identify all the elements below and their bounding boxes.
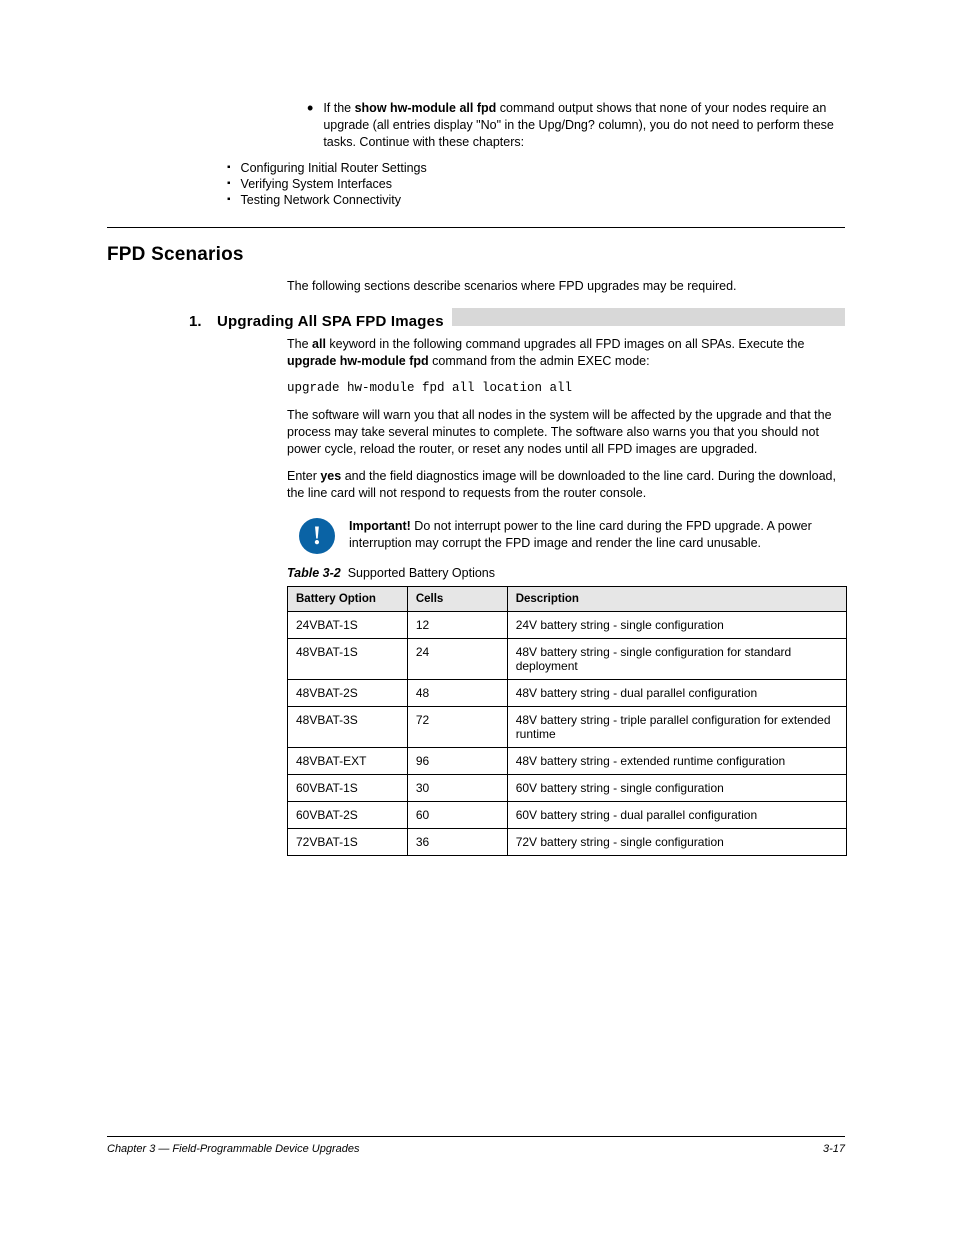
important-icon: ! (299, 518, 335, 554)
scenario-para-1: The all keyword in the following command… (287, 336, 845, 370)
p3-suffix: and the field diagnostics image will be … (287, 469, 836, 500)
intro-text: If the show hw-module all fpd command ou… (323, 100, 845, 151)
scenario-para-2: The software will warn you that all node… (287, 407, 845, 458)
scenario-number: 1. (189, 313, 211, 330)
col-header: Description (507, 587, 846, 612)
cell: 48 (407, 680, 507, 707)
caption-text: Supported Battery Options (348, 566, 495, 580)
section-rule (107, 227, 845, 228)
cell: 72VBAT-1S (288, 829, 408, 856)
cell: 24 (407, 639, 507, 680)
cell: 48V battery string - triple parallel con… (507, 707, 846, 748)
intro-lead-prefix: If the (323, 101, 354, 115)
p3-term: yes (320, 469, 341, 483)
square-bullet-icon: ▪ (227, 177, 231, 191)
cell: 96 (407, 748, 507, 775)
sublist-item: ▪ Configuring Initial Router Settings (227, 161, 845, 175)
scenario-heading: 1. Upgrading All SPA FPD Images (189, 306, 845, 330)
cell: 48VBAT-2S (288, 680, 408, 707)
cell: 12 (407, 612, 507, 639)
cmd-text: upgrade hw-module fpd all location all (287, 381, 572, 395)
cell: 48V battery string - extended runtime co… (507, 748, 846, 775)
intro-lead-cmd: show hw-module all fpd (355, 101, 497, 115)
p1-suffix: command from the admin EXEC mode: (429, 354, 650, 368)
scenario-title-bar (452, 308, 845, 326)
table-row: 48VBAT-1S 24 48V battery string - single… (288, 639, 847, 680)
cell: 60VBAT-1S (288, 775, 408, 802)
table-caption: Table 3-2 Supported Battery Options (287, 566, 845, 580)
table-row: 48VBAT-2S 48 48V battery string - dual p… (288, 680, 847, 707)
important-label: Important! (349, 519, 411, 533)
bullet-icon: • (307, 100, 313, 116)
scenario-para-3: Enter yes and the field diagnostics imag… (287, 468, 845, 502)
cell: 48VBAT-1S (288, 639, 408, 680)
cell: 24V battery string - single configuratio… (507, 612, 846, 639)
cell: 36 (407, 829, 507, 856)
page-footer: Chapter 3 — Field-Programmable Device Up… (107, 1136, 845, 1155)
square-bullet-icon: ▪ (227, 193, 231, 207)
section-heading: FPD Scenarios (107, 244, 845, 266)
cell: 72V battery string - single configuratio… (507, 829, 846, 856)
cell: 30 (407, 775, 507, 802)
important-callout: ! Important! Do not interrupt power to t… (299, 518, 845, 554)
table-row: 24VBAT-1S 12 24V battery string - single… (288, 612, 847, 639)
square-bullet-icon: ▪ (227, 161, 231, 175)
p1-prefix: The (287, 337, 312, 351)
cell: 60 (407, 802, 507, 829)
cell: 72 (407, 707, 507, 748)
table-row: 48VBAT-3S 72 48V battery string - triple… (288, 707, 847, 748)
cell: 48VBAT-EXT (288, 748, 408, 775)
p1-cmd: upgrade hw-module fpd (287, 354, 429, 368)
battery-table: Battery Option Cells Description 24VBAT-… (287, 586, 847, 856)
cell: 60V battery string - single configuratio… (507, 775, 846, 802)
caption-label: Table 3-2 (287, 566, 341, 580)
sublist-item: ▪ Testing Network Connectivity (227, 193, 845, 207)
intro-sublist: ▪ Configuring Initial Router Settings ▪ … (227, 161, 845, 207)
cell: 60VBAT-2S (288, 802, 408, 829)
cell: 48V battery string - dual parallel confi… (507, 680, 846, 707)
col-header: Cells (407, 587, 507, 612)
cell: 48VBAT-3S (288, 707, 408, 748)
cell: 24VBAT-1S (288, 612, 408, 639)
scenario-title: Upgrading All SPA FPD Images (217, 313, 444, 330)
sublist-label: Testing Network Connectivity (241, 193, 401, 207)
command-line: upgrade hw-module fpd all location all (287, 380, 845, 397)
p3-prefix: Enter (287, 469, 320, 483)
sublist-label: Verifying System Interfaces (241, 177, 392, 191)
p1-middle: keyword in the following command upgrade… (326, 337, 804, 351)
table-row: 60VBAT-1S 30 60V battery string - single… (288, 775, 847, 802)
table-row: 60VBAT-2S 60 60V battery string - dual p… (288, 802, 847, 829)
footer-right: 3-17 (823, 1143, 845, 1155)
table-header-row: Battery Option Cells Description (288, 587, 847, 612)
important-text: Important! Do not interrupt power to the… (349, 518, 845, 552)
important-body: Do not interrupt power to the line card … (349, 519, 812, 550)
table-row: 48VBAT-EXT 96 48V battery string - exten… (288, 748, 847, 775)
footer-left: Chapter 3 — Field-Programmable Device Up… (107, 1143, 360, 1155)
cell: 48V battery string - single configuratio… (507, 639, 846, 680)
sublist-label: Configuring Initial Router Settings (241, 161, 427, 175)
sublist-item: ▪ Verifying System Interfaces (227, 177, 845, 191)
cell: 60V battery string - dual parallel confi… (507, 802, 846, 829)
p1-term: all (312, 337, 326, 351)
table-row: 72VBAT-1S 36 72V battery string - single… (288, 829, 847, 856)
col-header: Battery Option (288, 587, 408, 612)
section-intro: The following sections describe scenario… (287, 278, 845, 294)
intro-bullet-row: • If the show hw-module all fpd command … (307, 100, 845, 151)
